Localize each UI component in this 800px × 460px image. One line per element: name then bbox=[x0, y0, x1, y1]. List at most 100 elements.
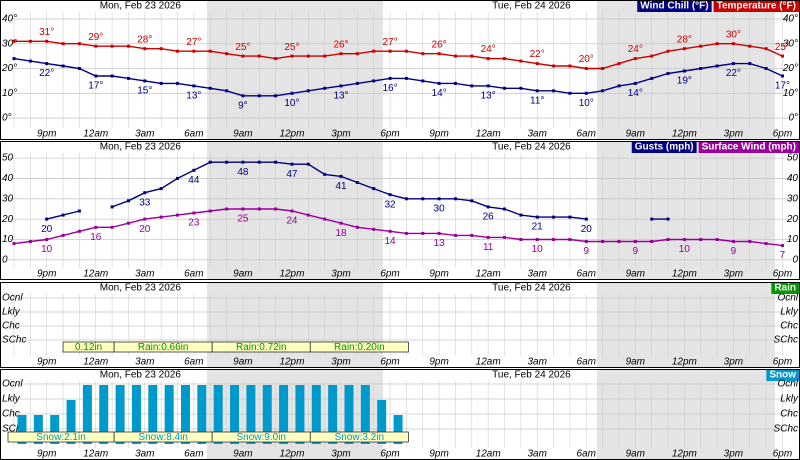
daylight-shade bbox=[597, 370, 775, 459]
x-tick-label: 3pm bbox=[724, 357, 743, 368]
x-tick-label: 6am bbox=[184, 129, 203, 140]
daylight-shade bbox=[597, 283, 775, 367]
level-label: Ocnl bbox=[777, 379, 798, 390]
probability-bar bbox=[131, 385, 141, 444]
data-label: 26° bbox=[432, 39, 447, 50]
x-tick-label: 6pm bbox=[380, 357, 399, 368]
y-tick-label: 10° bbox=[2, 88, 17, 99]
probability-bar bbox=[99, 385, 109, 444]
x-tick-label: 6pm bbox=[380, 449, 399, 460]
x-tick-label: 9pm bbox=[37, 357, 56, 368]
legend-label: Snow bbox=[769, 370, 796, 381]
y-tick-label: 20 bbox=[786, 214, 799, 225]
date-label: Mon, Feb 23 2026 bbox=[100, 142, 182, 153]
probability-bar bbox=[181, 385, 190, 444]
data-label: 20 bbox=[581, 224, 593, 235]
x-tick-label: 6am bbox=[184, 449, 203, 460]
level-label: Lkly bbox=[780, 394, 799, 405]
legend-swatch bbox=[713, 1, 799, 12]
level-label: SChc bbox=[2, 335, 26, 346]
data-label: 31° bbox=[39, 27, 54, 38]
x-tick-label: 6am bbox=[577, 357, 596, 368]
x-tick-label: 3pm bbox=[331, 449, 350, 460]
x-tick-label: 9pm bbox=[429, 129, 448, 140]
probability-bar bbox=[82, 385, 92, 444]
data-label: 10 bbox=[41, 244, 53, 255]
level-label: SChc bbox=[774, 424, 798, 435]
x-tick-label: 9pm bbox=[37, 449, 56, 460]
probability-bar bbox=[246, 385, 256, 444]
y-tick-label: 10° bbox=[783, 88, 798, 99]
probability-bar bbox=[213, 385, 223, 444]
data-label: 16 bbox=[90, 232, 102, 243]
probability-bar bbox=[66, 400, 76, 444]
x-tick-label: 3pm bbox=[724, 449, 743, 460]
x-tick-label: 6am bbox=[577, 129, 596, 140]
y-tick-label: 40 bbox=[2, 173, 14, 184]
data-label: 10 bbox=[532, 244, 544, 255]
data-label: 13 bbox=[434, 238, 446, 249]
data-label: 28° bbox=[137, 34, 152, 45]
x-tick-label: 12pm bbox=[279, 449, 304, 460]
y-tick-label: 20° bbox=[782, 63, 798, 74]
data-label: 17° bbox=[775, 81, 790, 92]
x-tick-label: 12pm bbox=[279, 129, 304, 140]
data-label: 22° bbox=[726, 68, 741, 79]
data-label: 18 bbox=[335, 228, 347, 239]
level-label: Lkly bbox=[780, 307, 799, 318]
y-tick-label: 20 bbox=[1, 214, 14, 225]
x-tick-label: 3am bbox=[135, 357, 154, 368]
level-label: Chc bbox=[2, 409, 20, 420]
x-tick-label: 9pm bbox=[37, 269, 56, 280]
level-label: Lkly bbox=[2, 307, 21, 318]
data-label: 14° bbox=[432, 88, 447, 99]
date-label: Mon, Feb 23 2026 bbox=[100, 283, 182, 294]
probability-bar bbox=[17, 415, 27, 444]
probability-bar bbox=[262, 385, 272, 444]
y-tick-label: 0 bbox=[2, 254, 8, 265]
legend-swatch bbox=[771, 283, 799, 294]
x-tick-label: 9am bbox=[626, 357, 645, 368]
data-label: 10° bbox=[579, 98, 594, 109]
data-label: 33 bbox=[139, 197, 151, 208]
y-tick-label: 10 bbox=[787, 234, 799, 245]
y-tick-label: 30° bbox=[783, 38, 798, 49]
total-label: Snow:9.0in bbox=[237, 432, 286, 443]
data-label: 13° bbox=[186, 91, 201, 102]
x-tick-label: 9pm bbox=[37, 129, 56, 140]
data-label: 20 bbox=[41, 224, 53, 235]
total-label: 0.12in bbox=[75, 342, 102, 353]
probability-bar bbox=[33, 415, 43, 444]
x-tick-label: 3am bbox=[135, 269, 154, 280]
data-label: 48 bbox=[237, 167, 249, 178]
total-box bbox=[309, 341, 409, 353]
x-tick-label: 12am bbox=[83, 269, 108, 280]
data-label: 25° bbox=[284, 42, 299, 53]
data-label: 14° bbox=[628, 88, 643, 99]
total-label: Rain:0.20in bbox=[334, 342, 385, 353]
x-tick-label: 6pm bbox=[773, 357, 792, 368]
level-label: Chc bbox=[780, 409, 798, 420]
series-line bbox=[12, 207, 784, 248]
y-tick-label: 50 bbox=[2, 153, 14, 164]
x-tick-label: 6am bbox=[577, 449, 596, 460]
x-tick-label: 6am bbox=[577, 269, 596, 280]
data-label: 30 bbox=[434, 203, 446, 214]
x-tick-label: 12am bbox=[476, 129, 501, 140]
probability-bar bbox=[377, 400, 387, 444]
x-tick-label: 6am bbox=[184, 269, 203, 280]
x-tick-label: 12pm bbox=[279, 269, 304, 280]
x-tick-label: 9am bbox=[233, 449, 252, 460]
x-tick-label: 9am bbox=[233, 129, 252, 140]
probability-bar bbox=[393, 415, 403, 444]
x-tick-label: 6pm bbox=[380, 129, 399, 140]
data-label: 13° bbox=[481, 91, 496, 102]
y-tick-label: 0 bbox=[792, 254, 798, 265]
data-label: 23 bbox=[188, 218, 200, 229]
daylight-shade bbox=[597, 142, 775, 279]
x-tick-label: 3am bbox=[135, 449, 154, 460]
x-tick-label: 9am bbox=[626, 129, 645, 140]
x-tick-label: 3am bbox=[527, 449, 546, 460]
data-label: 24 bbox=[286, 216, 298, 227]
